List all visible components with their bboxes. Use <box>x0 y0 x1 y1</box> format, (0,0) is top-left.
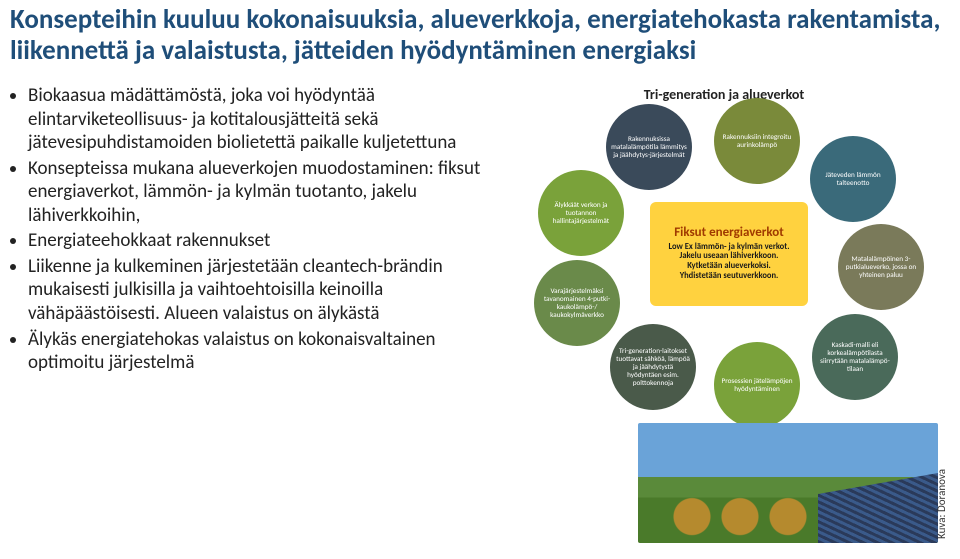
diagram-bubble: Rakennuksissa matalalämpötila lämmitys j… <box>606 104 692 190</box>
list-item: Konsepteissa mukana alueverkojen muodost… <box>28 157 500 228</box>
right-panel: Tri-generation ja alueverkot Älykkäät ve… <box>514 84 950 549</box>
photo-caption: Kuva: Doranova <box>935 469 948 539</box>
content-row: Biokaasua mädättämöstä, joka voi hyödynt… <box>10 84 950 549</box>
trigeneration-diagram: Tri-generation ja alueverkot Älykkäät ve… <box>514 84 934 414</box>
slide-title: Konsepteihin kuuluu kokonaisuuksia, alue… <box>10 4 950 66</box>
diagram-bubble: Kaskadi-malli eli korkealämpötilasta sii… <box>812 314 898 400</box>
diagram-center-line: Yhdistetään seutuverkkoon. <box>655 272 803 282</box>
diagram-bubble: Varajärjestelmäksi tavanomainen 4-putki-… <box>534 260 620 346</box>
diagram-center-heading: Fiksut energiaverkot <box>655 226 803 240</box>
diagram-bubble: Rakennuksiin integroitu aurinkolämpö <box>714 98 800 184</box>
list-item: Liikenne ja kulkeminen järjestetään clea… <box>28 255 500 326</box>
diagram-title: Tri-generation ja alueverkot <box>514 86 934 103</box>
slide: Konsepteihin kuuluu kokonaisuuksia, alue… <box>0 0 960 559</box>
diagram-bubble: Matalalämpöinen 3-putkialueverko, jossa … <box>838 224 924 310</box>
bullet-list: Biokaasua mädättämöstä, joka voi hyödynt… <box>10 84 500 549</box>
list-item: Älykäs energiatehokas valaistus on kokon… <box>28 328 500 375</box>
diagram-bubble: Jäteveden lämmön talteenotto <box>810 136 896 222</box>
diagram-bubble: Tri-generation-laitokset tuottavat sähkö… <box>610 324 696 410</box>
list-item: Biokaasua mädättämöstä, joka voi hyödynt… <box>28 84 500 155</box>
list-item: Energiateehokkaat rakennukset <box>28 229 500 253</box>
diagram-bubble: Älykkäät verkon ja tuotannon hallintajär… <box>538 170 624 256</box>
diagram-center: Fiksut energiaverkot Low Ex lämmön- ja k… <box>650 202 808 306</box>
biogas-plant-photo <box>638 423 938 543</box>
diagram-bubble: Prosessien jätelämpöjen hyödyntäminen <box>714 342 800 428</box>
